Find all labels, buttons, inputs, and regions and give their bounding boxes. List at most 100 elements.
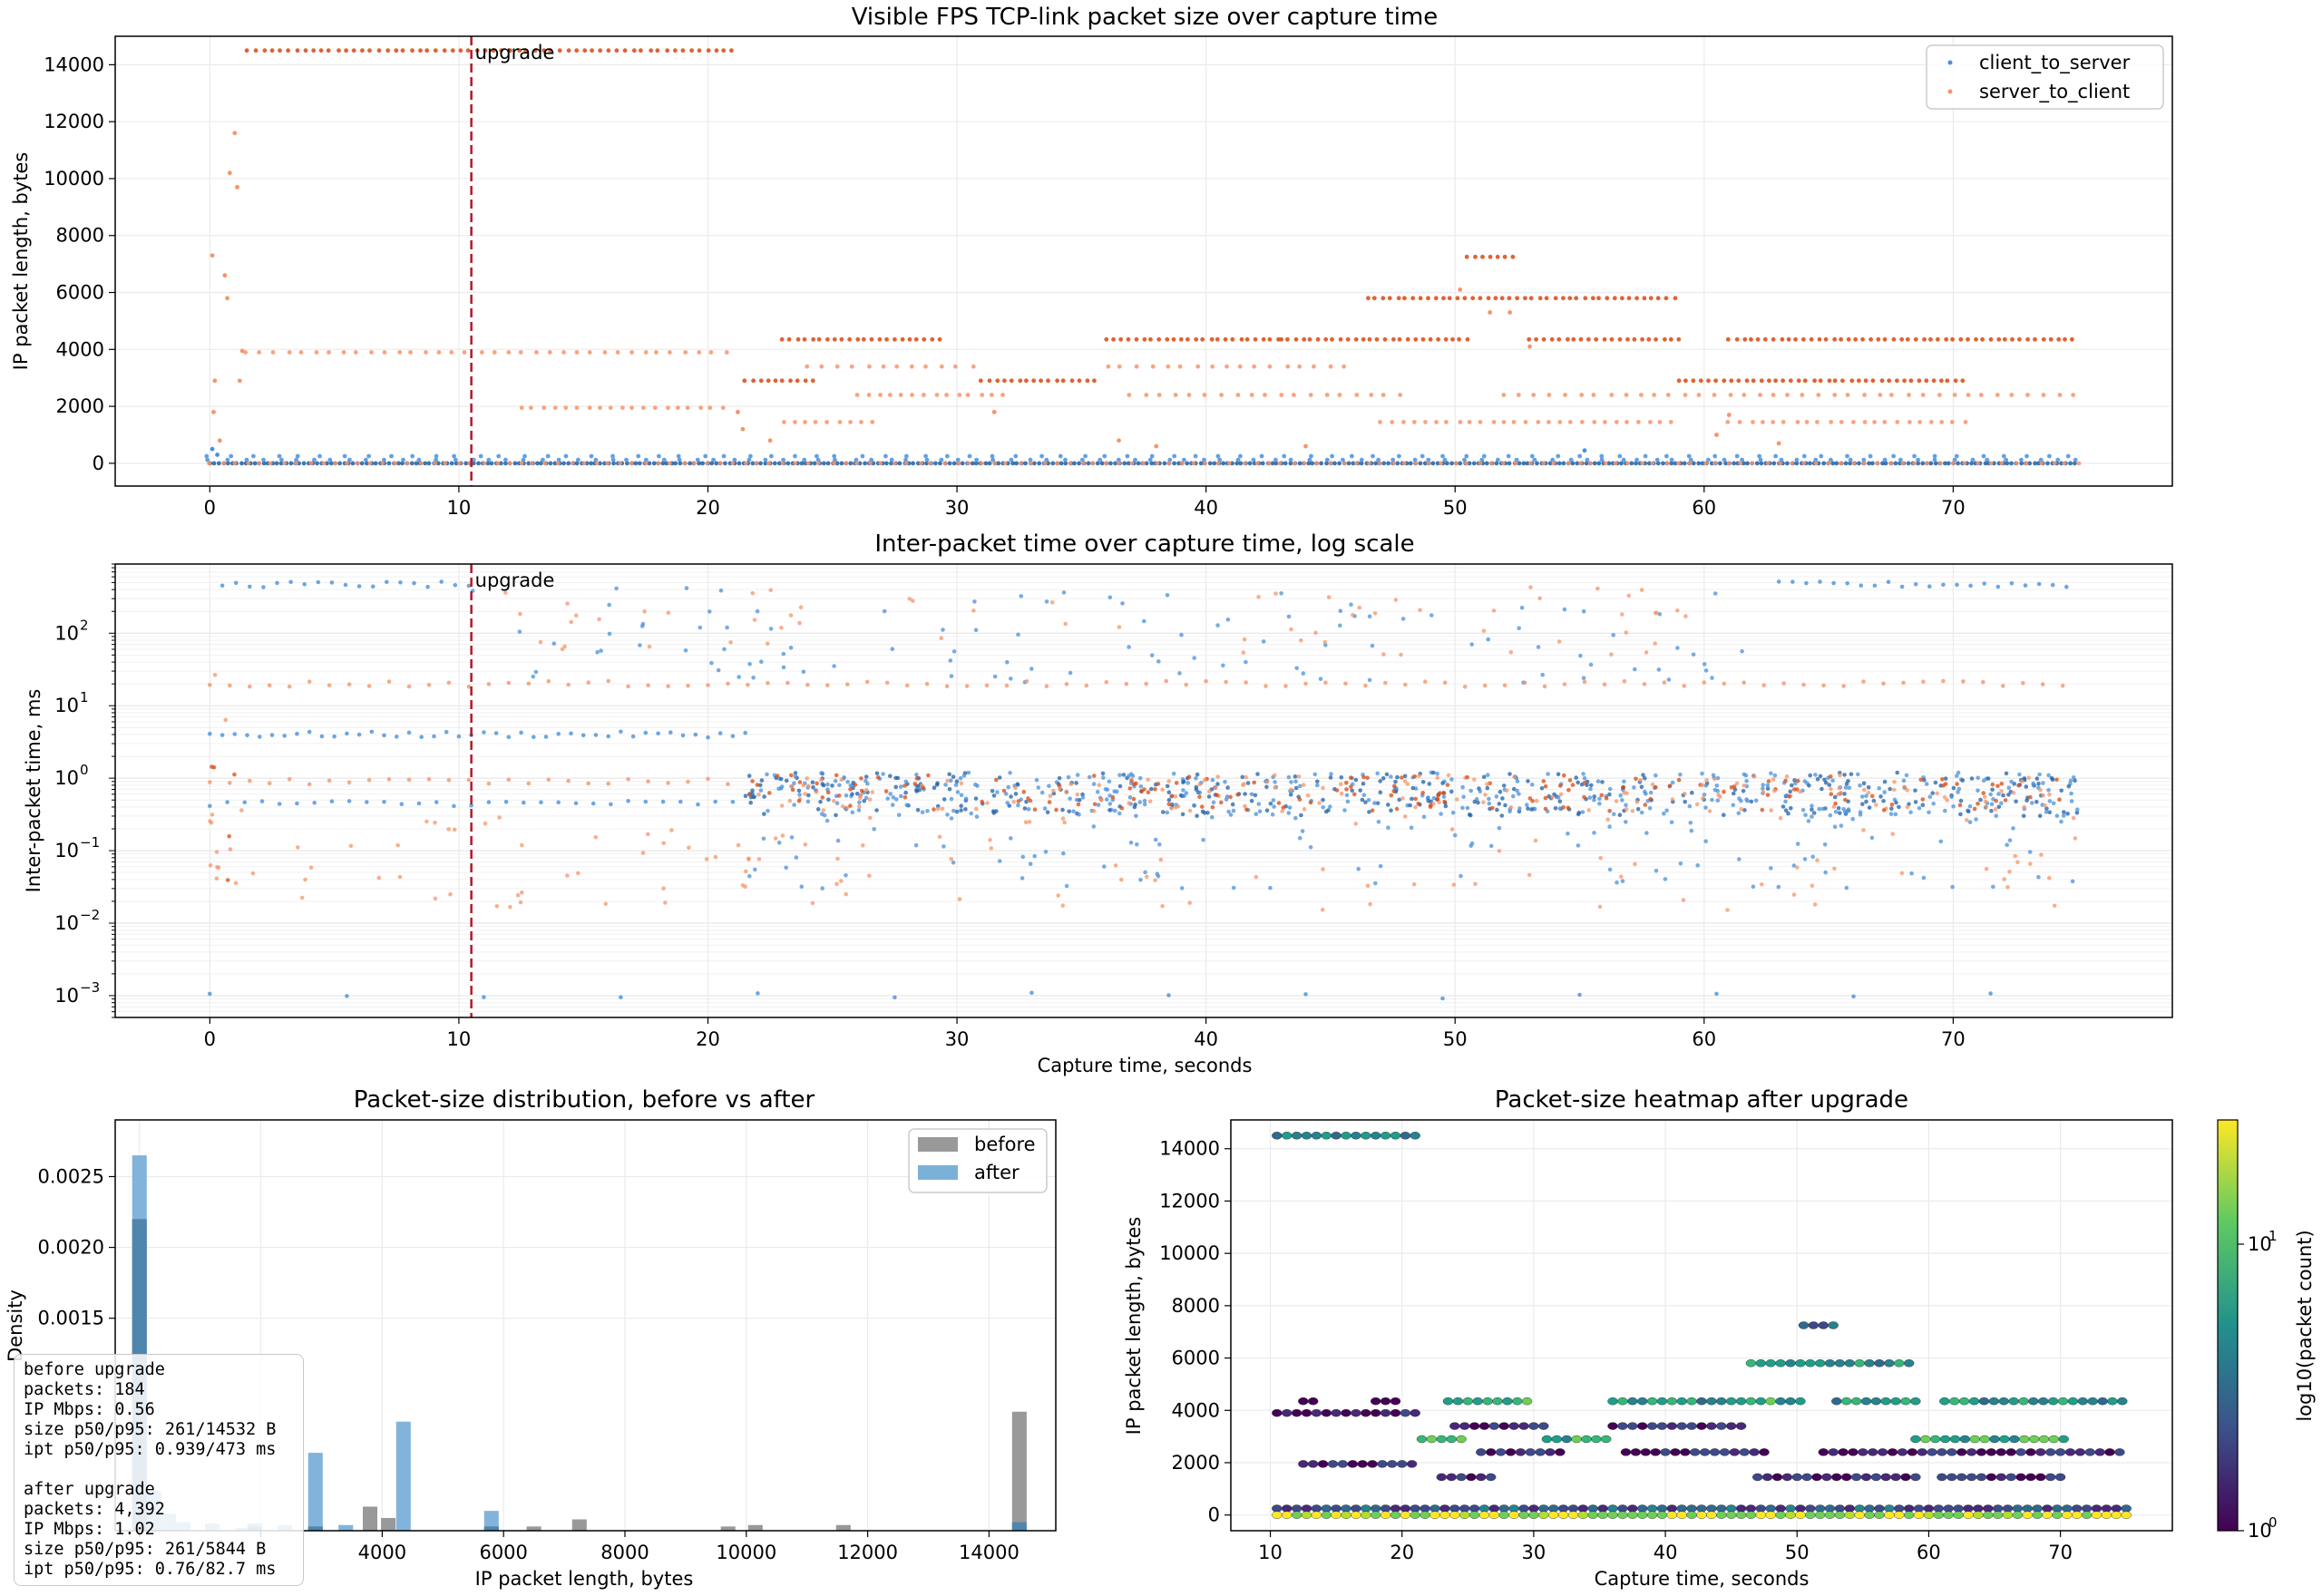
heatmap-cell: [2094, 1448, 2105, 1456]
data-point: [1046, 461, 1050, 466]
data-point: [1624, 803, 1628, 808]
data-point: [462, 350, 467, 355]
data-point: [1694, 802, 1700, 807]
data-point: [1221, 461, 1226, 466]
data-point: [1166, 802, 1172, 807]
data-point: [799, 461, 805, 466]
data-point: [1732, 791, 1736, 796]
data-point: [1303, 681, 1308, 686]
data-point: [684, 586, 689, 590]
data-point: [301, 461, 307, 466]
heatmap-cell: [1989, 1435, 2000, 1444]
data-point: [397, 350, 403, 355]
data-point: [1455, 296, 1460, 301]
heatmap-cell: [1745, 1511, 1757, 1519]
data-point: [928, 461, 932, 466]
data-point: [1999, 461, 2005, 466]
data-point: [1544, 296, 1549, 301]
data-point: [1543, 795, 1548, 801]
data-point: [1360, 797, 1365, 803]
data-point: [1056, 893, 1060, 898]
heatmap-cell: [1844, 1511, 1856, 1519]
data-point: [1435, 797, 1440, 802]
data-point: [606, 734, 610, 739]
data-point: [1177, 671, 1182, 676]
data-point: [1996, 792, 2001, 796]
data-point: [989, 393, 994, 397]
data-point: [565, 873, 570, 878]
data-point: [232, 461, 238, 466]
data-point: [1412, 774, 1417, 779]
data-point: [2028, 861, 2033, 866]
data-point: [277, 802, 282, 806]
data-point: [269, 48, 275, 54]
data-point: [1765, 461, 1771, 466]
data-point: [1712, 393, 1717, 397]
data-point: [788, 378, 793, 384]
data-point: [237, 378, 242, 384]
data-point: [721, 48, 727, 54]
data-point: [1703, 805, 1708, 810]
heatmap-cell: [1755, 1504, 1767, 1513]
data-point: [2019, 461, 2024, 466]
data-point: [466, 684, 472, 689]
data-point: [327, 457, 333, 462]
data-point: [1783, 778, 1788, 783]
data-point: [1381, 393, 1386, 397]
data-point: [503, 590, 508, 595]
data-point: [2013, 853, 2018, 859]
data-point: [1378, 863, 1383, 869]
heatmap-cell: [1943, 1504, 1954, 1513]
heatmap-cell: [1968, 1396, 1980, 1406]
heatmap-cell: [1462, 1396, 1474, 1406]
data-point: [2033, 336, 2037, 342]
data-point: [819, 812, 824, 816]
heatmap-cell: [1670, 1448, 1681, 1456]
data-point: [1847, 785, 1852, 790]
heatmap-cell: [1478, 1504, 1490, 1513]
data-point: [1241, 783, 1245, 787]
data-point: [1449, 461, 1454, 466]
data-point: [1391, 789, 1396, 793]
data-point: [1866, 790, 1871, 795]
heatmap-cell: [1870, 1473, 1882, 1482]
data-point: [1861, 457, 1867, 462]
data-point: [730, 800, 736, 804]
data-point: [1583, 296, 1588, 301]
data-point: [970, 461, 975, 466]
data-point: [382, 733, 386, 738]
heatmap-cell: [1390, 1511, 1401, 1519]
data-point: [1460, 805, 1465, 811]
data-point: [261, 585, 266, 589]
data-point: [647, 644, 652, 649]
data-point: [1639, 784, 1644, 790]
data-point: [683, 648, 688, 653]
data-point: [1984, 866, 1989, 871]
heatmap-cell: [1361, 1132, 1371, 1140]
data-point: [1634, 776, 1638, 782]
heatmap-cell: [1636, 1511, 1648, 1519]
data-point: [1131, 796, 1137, 802]
data-point: [406, 777, 412, 783]
histogram-bar-before: [835, 1524, 851, 1531]
chart-title: Packet-size heatmap after upgrade: [1495, 1086, 1908, 1114]
data-point: [1577, 453, 1583, 459]
data-point: [848, 461, 854, 466]
data-point: [1515, 296, 1519, 301]
data-point: [410, 453, 415, 459]
data-point: [1162, 461, 1167, 466]
data-point: [282, 734, 288, 738]
data-point: [519, 405, 524, 411]
data-point: [1725, 420, 1731, 424]
data-point: [689, 48, 694, 54]
data-point: [755, 783, 760, 787]
data-point: [380, 461, 385, 466]
data-point: [1049, 600, 1055, 605]
data-point: [314, 350, 319, 355]
data-point: [626, 799, 630, 803]
data-point: [1497, 802, 1502, 806]
data-point: [940, 806, 945, 812]
data-point: [1562, 682, 1567, 686]
data-point: [1154, 443, 1159, 449]
data-point: [1812, 378, 1817, 384]
